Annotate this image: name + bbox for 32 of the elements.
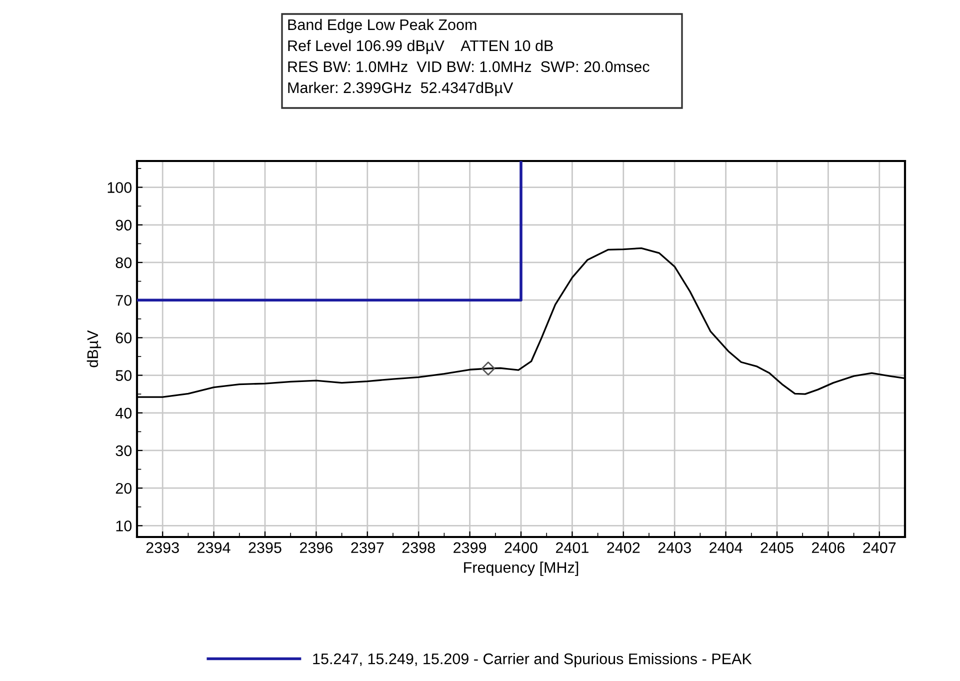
y-axis-title: dBµV bbox=[86, 330, 102, 368]
y-tick-label: 50 bbox=[116, 370, 132, 381]
y-tick-label: 70 bbox=[116, 294, 132, 306]
x-tick-label: 2397 bbox=[351, 542, 384, 554]
text: 15.247, 15.249, 15.209 - Carrier and Spurious Emissions - PEAK bbox=[313, 653, 752, 668]
x-axis-title: Frequency [MHz] bbox=[464, 562, 578, 576]
x-tick-label: 2396 bbox=[300, 542, 333, 554]
text: Marker: 2.399GHz 52.4347dBµV bbox=[288, 82, 514, 96]
x-tick-label: 2403 bbox=[658, 542, 691, 554]
x-tick-label: 2399 bbox=[454, 542, 486, 554]
x-tick-label: 2395 bbox=[248, 542, 282, 554]
chart-title: Band Edge Low Peak Zoom bbox=[288, 18, 476, 34]
x-tick-label: 2393 bbox=[146, 542, 179, 554]
y-tick-label: 100 bbox=[108, 182, 132, 193]
x-tick-label: 2407 bbox=[863, 542, 896, 554]
y-tick-label: 10 bbox=[116, 520, 132, 532]
x-tick-label: 2402 bbox=[607, 542, 640, 554]
x-tick-label: 2404 bbox=[710, 542, 742, 554]
y-tick-label: 80 bbox=[116, 257, 132, 268]
x-tick-label: 2401 bbox=[556, 542, 588, 554]
x-tick-label: 2400 bbox=[504, 542, 538, 554]
x-tick-label: 2405 bbox=[760, 542, 794, 554]
x-tick-label: 2394 bbox=[198, 542, 230, 554]
x-tick-label: 2406 bbox=[812, 542, 845, 554]
y-tick-label: 20 bbox=[116, 482, 132, 494]
y-tick-label: 40 bbox=[116, 408, 132, 419]
text: Ref Level 106.99 dBµV ATTEN 10 dB bbox=[288, 40, 553, 54]
y-tick-label: 30 bbox=[116, 445, 132, 456]
text: RES BW: 1.0MHz VID BW: 1.0MHz SWP: 20.0msec bbox=[288, 61, 650, 72]
y-tick-label: 90 bbox=[116, 220, 132, 231]
y-tick-label: 60 bbox=[116, 332, 132, 344]
x-tick-label: 2398 bbox=[402, 542, 435, 554]
